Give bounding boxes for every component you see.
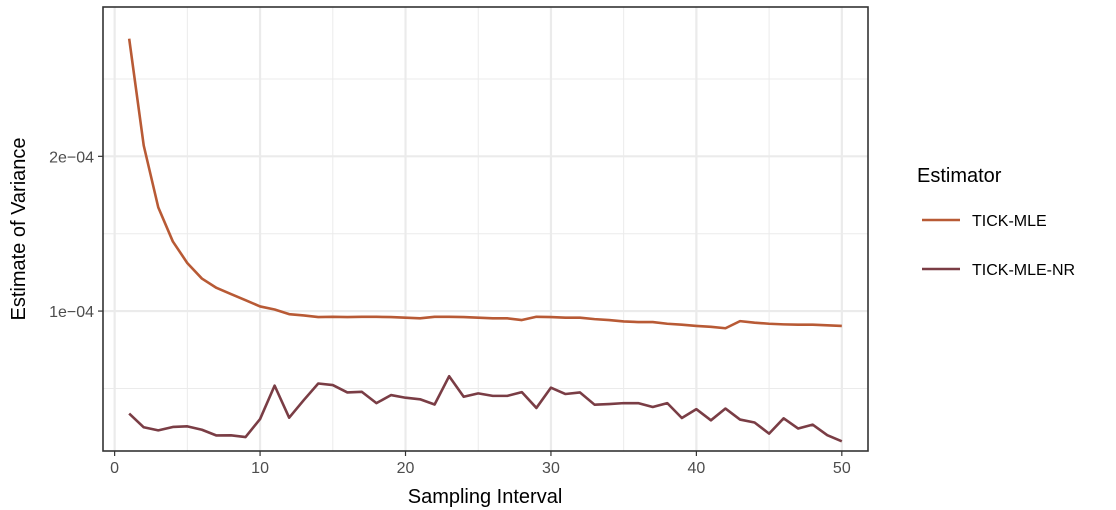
grid-layer [103, 7, 868, 451]
x-tick-label: 40 [687, 460, 705, 477]
series-layer [127, 38, 843, 443]
y-tick-label: 1e−04 [49, 304, 94, 321]
x-tick-label: 20 [397, 460, 415, 477]
plot-panel-background [103, 7, 868, 451]
y-tick-label: 2e−04 [49, 149, 94, 166]
legend-title: Estimator [917, 165, 1002, 187]
legend: Estimator TICK-MLE TICK-MLE-NR [917, 165, 1075, 279]
x-tick-label: 30 [542, 460, 560, 477]
x-tick-label: 0 [110, 460, 119, 477]
axis-layer: 0 10 20 30 40 50 1e−04 2e−04 [49, 149, 851, 477]
legend-label-tick-mle-nr: TICK-MLE-NR [972, 262, 1075, 279]
legend-label-tick-mle: TICK-MLE [972, 213, 1047, 230]
y-axis-title: Estimate of Variance [8, 137, 30, 320]
legend-items: TICK-MLE TICK-MLE-NR [922, 213, 1075, 279]
series-line-tick-mle [127, 38, 842, 330]
x-tick-label: 50 [833, 460, 851, 477]
series-line-tick-mle-nr [128, 374, 843, 443]
x-axis-title: Sampling Interval [408, 486, 563, 508]
x-tick-label: 10 [251, 460, 269, 477]
plot-panel-border [102, 6, 869, 452]
